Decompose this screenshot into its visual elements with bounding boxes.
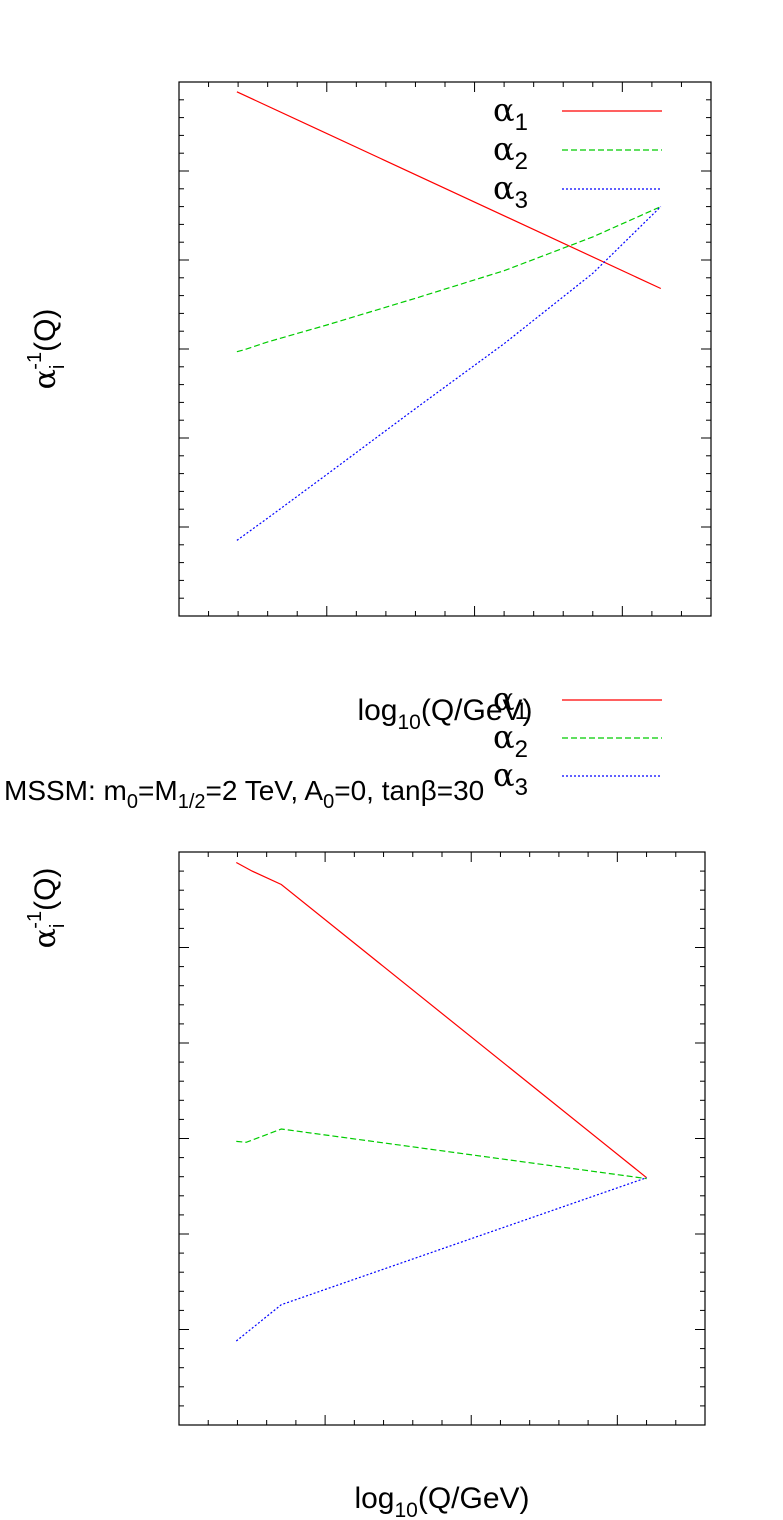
legend-label-alpha3: α3	[493, 169, 528, 214]
plot-frame	[178, 81, 712, 617]
series-line-alpha1	[236, 861, 647, 1179]
legend-label-alpha3: α3	[493, 756, 528, 801]
x-axis-label: log10(Q/GeV)	[354, 1482, 529, 1520]
chart-panel-2: log10(Q/GeV) αi-1(Q) MSSM: m0=M1/2=2 TeV, …	[4, 680, 706, 1520]
series-line-alpha2	[236, 206, 662, 353]
legend-label-alpha1: α1	[493, 680, 528, 725]
y-axis-label: αi-1(Q)	[24, 309, 69, 390]
legend-label-alpha2: α2	[493, 718, 528, 763]
chart-title: MSSM: m0=M1/2=2 TeV, A0=0, tanβ=30	[4, 775, 484, 813]
series-line-alpha3	[235, 1177, 647, 1342]
series-line-alpha1	[236, 91, 662, 290]
legend-label-alpha2: α2	[493, 130, 528, 175]
series-line-alpha3	[236, 206, 662, 541]
legend-label-alpha1: α1	[493, 91, 528, 136]
series-line-alpha2	[236, 1128, 647, 1180]
y-axis-label: αi-1(Q)	[24, 868, 69, 949]
x-axis-label: log10(Q/GeV)	[357, 694, 532, 734]
